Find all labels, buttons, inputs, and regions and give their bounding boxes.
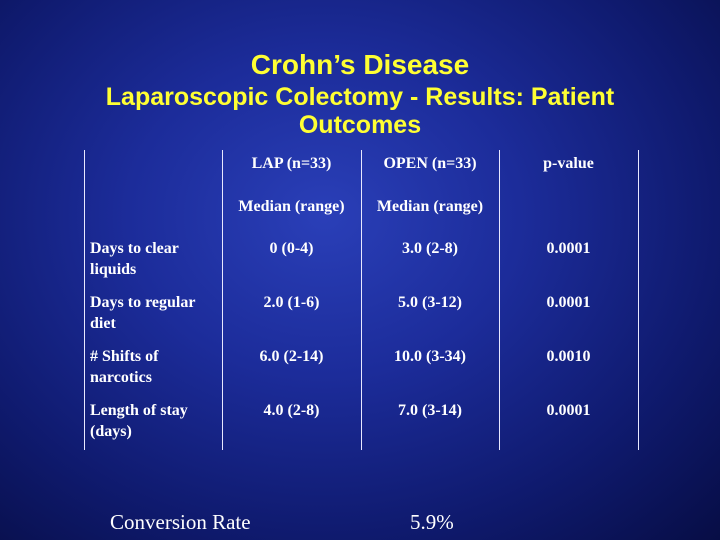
table-cell-pvalue: 0.0010 <box>546 348 591 365</box>
table-cell-open: 7.0 (3-14) <box>398 402 462 419</box>
table-cell-open: 5.0 (3-12) <box>398 294 462 311</box>
table-rule-left <box>84 150 85 450</box>
slide-subtitle-line1: Laparoscopic Colectomy - Results: Patien… <box>105 83 615 111</box>
header-open: OPEN (n=33) <box>383 155 477 172</box>
table-rule-open <box>361 150 362 450</box>
table-rule-right <box>638 150 639 450</box>
table-row-label: Days to clear liquids <box>90 240 179 278</box>
table-rule-pvalue <box>499 150 500 450</box>
slide-title: Crohn’s Disease <box>250 49 470 80</box>
table-cell-pvalue: 0.0001 <box>546 294 591 311</box>
table-cell-open: 3.0 (2-8) <box>402 240 458 257</box>
header-pvalue: p-value <box>543 155 594 172</box>
conversion-rate-label: Conversion Rate <box>110 510 251 534</box>
table-row-label: Length of stay (days) <box>90 402 188 440</box>
conversion-rate-value: 5.9% <box>410 510 454 534</box>
table-cell-lap: 4.0 (2-8) <box>263 402 320 419</box>
table-cell-lap: 2.0 (1-6) <box>263 294 320 311</box>
table-cell-lap: 6.0 (2-14) <box>259 348 324 365</box>
header-lap: LAP (n=33) <box>251 155 332 172</box>
subheader-open: Median (range) <box>376 198 484 215</box>
table-rule-lap <box>222 150 223 450</box>
table-cell-open: 10.0 (3-34) <box>394 348 466 365</box>
table-cell-lap: 0 (0-4) <box>269 240 314 257</box>
table-row-label: Days to regular diet <box>90 294 196 332</box>
table-cell-pvalue: 0.0001 <box>546 240 591 257</box>
table-row-label: # Shifts of narcotics <box>90 348 159 386</box>
slide-subtitle-line2: Outcomes <box>298 111 422 139</box>
subheader-lap: Median (range) <box>238 198 345 215</box>
table-cell-pvalue: 0.0001 <box>546 402 591 419</box>
